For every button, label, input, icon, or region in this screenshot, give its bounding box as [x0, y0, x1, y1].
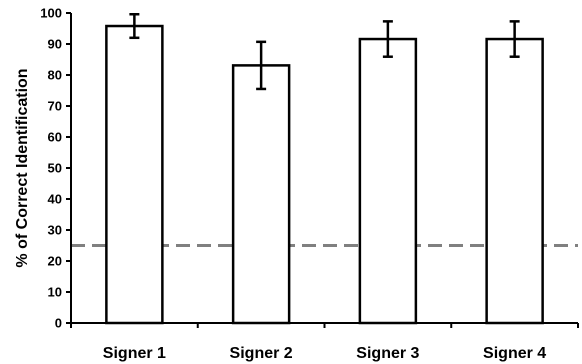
- labels-layer: % of Correct Identification Signer 1 Sign…: [14, 6, 546, 363]
- error-bars-layer: [129, 12, 520, 91]
- x-tick-label-4: Signer 4: [483, 345, 546, 362]
- y-tick-label-8: 80: [48, 68, 62, 83]
- y-tick-label-0: 0: [55, 316, 62, 331]
- y-tick-label-10: 100: [40, 6, 62, 21]
- y-tick-label-6: 60: [48, 130, 62, 145]
- y-tick-label-9: 90: [48, 37, 62, 52]
- bar-2: [231, 64, 291, 325]
- y-tick-label-2: 20: [48, 254, 62, 269]
- y-tick-label-3: 30: [48, 223, 62, 238]
- y-tick-label-7: 70: [48, 99, 62, 114]
- bar-1: [105, 24, 164, 325]
- axes-layer: [66, 12, 579, 328]
- x-tick-label-2: Signer 2: [230, 345, 293, 362]
- y-tick-label-1: 10: [48, 285, 62, 300]
- x-tick-label-3: Signer 3: [356, 345, 419, 362]
- x-tick-label-1: Signer 1: [103, 345, 166, 362]
- y-tick-label-5: 50: [48, 161, 62, 176]
- y-axis-title: % of Correct Identification: [14, 68, 31, 267]
- bar-4: [485, 37, 544, 325]
- bar-3: [358, 37, 418, 325]
- bars-layer: [105, 24, 544, 325]
- y-tick-label-4: 40: [48, 192, 62, 207]
